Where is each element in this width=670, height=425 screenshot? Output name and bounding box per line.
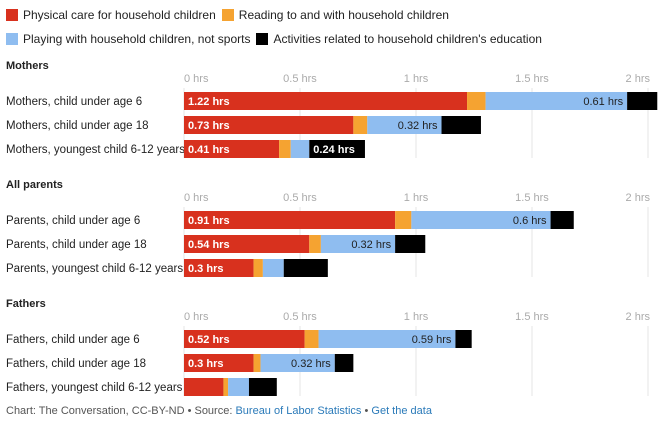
bar-segment (395, 211, 412, 229)
data-label: 0.6 hrs (513, 215, 547, 227)
legend-swatch (256, 33, 269, 45)
source-link[interactable]: Bureau of Labor Statistics (235, 405, 362, 417)
row-label: Mothers, youngest child 6-12 years (6, 144, 185, 156)
bar-segment (184, 211, 396, 229)
data-label: 0.41 hrs (188, 144, 230, 156)
group-title: Mothers (6, 60, 49, 72)
row-label: Parents, child under age 18 (6, 239, 147, 251)
data-label: 0.61 hrs (583, 96, 623, 108)
bar-segment (309, 235, 321, 253)
footer-credit: Chart: The Conversation, CC-BY-ND • Sour… (6, 405, 236, 417)
row-label: Parents, child under age 6 (6, 215, 140, 227)
x-tick-label: 2 hrs (626, 192, 651, 204)
data-label: 0.54 hrs (188, 239, 230, 251)
data-label: 0.24 hrs (313, 144, 355, 156)
x-tick-label: 0 hrs (184, 311, 209, 323)
bar-segment (184, 354, 254, 372)
group-title: All parents (6, 179, 63, 191)
bar-segment (248, 378, 277, 396)
bar-segment (411, 211, 551, 229)
x-tick-label: 2 hrs (626, 311, 651, 323)
bar-segment (228, 378, 249, 396)
data-label: 0.3 hrs (188, 263, 223, 275)
bar-segment (485, 92, 628, 110)
bar-segment (253, 354, 261, 372)
legend-item: Reading to and with household children (221, 4, 449, 26)
bar-segment (309, 140, 365, 158)
bar-segment (455, 330, 472, 348)
bar-segment (320, 235, 396, 253)
x-tick-label: 1.5 hrs (515, 192, 549, 204)
bar-segment (353, 116, 368, 134)
data-label: 0.91 hrs (188, 215, 230, 227)
bar-segment (441, 116, 481, 134)
row-label: Fathers, child under age 6 (6, 334, 140, 346)
bar-segment (290, 140, 310, 158)
data-label: 1.22 hrs (188, 96, 230, 108)
legend-swatch (6, 9, 18, 21)
x-tick-label: 1.5 hrs (515, 73, 549, 85)
row-label: Fathers, child under age 18 (6, 358, 146, 370)
bar-segment (467, 92, 486, 110)
bar-segment (260, 354, 335, 372)
bar-segment (184, 378, 224, 396)
x-tick-label: 1 hrs (404, 192, 429, 204)
x-tick-label: 0.5 hrs (283, 311, 317, 323)
legend-item: Activities related to household children… (256, 28, 542, 50)
bar-segment (253, 259, 263, 277)
x-tick-label: 0.5 hrs (283, 192, 317, 204)
data-label: 0.73 hrs (188, 120, 230, 132)
bar-segment (184, 140, 280, 158)
bar-segment (283, 259, 328, 277)
legend-item: Playing with household children, not spo… (6, 28, 250, 50)
row-label: Mothers, child under age 6 (6, 96, 142, 108)
x-tick-label: 1 hrs (404, 73, 429, 85)
legend-label: Playing with household children, not spo… (23, 32, 251, 46)
bar-segment (262, 259, 284, 277)
chart-footer: Chart: The Conversation, CC-BY-ND • Sour… (6, 405, 432, 417)
bar-segment (304, 330, 319, 348)
row-label: Mothers, child under age 18 (6, 120, 149, 132)
bar-segment (367, 116, 442, 134)
x-tick-label: 0.5 hrs (283, 73, 317, 85)
data-label: 0.52 hrs (188, 334, 230, 346)
legend-swatch (6, 33, 18, 45)
bar-segment (318, 330, 456, 348)
data-label: 0.59 hrs (412, 334, 452, 346)
bar-segment (334, 354, 354, 372)
row-label: Fathers, youngest child 6-12 years (6, 382, 183, 394)
chart-legend: Physical care for household children Read… (6, 4, 666, 52)
legend-swatch (221, 9, 234, 21)
data-label: 0.32 hrs (398, 120, 438, 132)
legend-label: Activities related to household children… (273, 32, 542, 46)
x-tick-label: 2 hrs (626, 73, 651, 85)
x-tick-label: 0 hrs (184, 192, 209, 204)
bar-segment (627, 92, 658, 110)
group-title: Fathers (6, 298, 46, 310)
x-tick-label: 0 hrs (184, 73, 209, 85)
bar-segment (184, 116, 354, 134)
bar-segment (184, 330, 305, 348)
legend-item: Physical care for household children (6, 4, 216, 26)
bar-segment (184, 235, 310, 253)
data-label: 0.3 hrs (188, 358, 223, 370)
bar-segment (279, 140, 291, 158)
data-label: 0.32 hrs (291, 358, 331, 370)
bar-segment (184, 259, 254, 277)
bar-segment (223, 378, 229, 396)
legend-label: Reading to and with household children (238, 8, 449, 22)
bar-segment (395, 235, 426, 253)
footer-separator: • (361, 405, 372, 417)
get-data-link[interactable]: Get the data (371, 405, 432, 417)
bar-segment (184, 92, 468, 110)
x-tick-label: 1 hrs (404, 311, 429, 323)
bar-segment (550, 211, 574, 229)
data-label: 0.32 hrs (351, 239, 391, 251)
x-tick-label: 1.5 hrs (515, 311, 549, 323)
row-label: Parents, youngest child 6-12 years (6, 263, 183, 275)
legend-label: Physical care for household children (23, 8, 216, 22)
